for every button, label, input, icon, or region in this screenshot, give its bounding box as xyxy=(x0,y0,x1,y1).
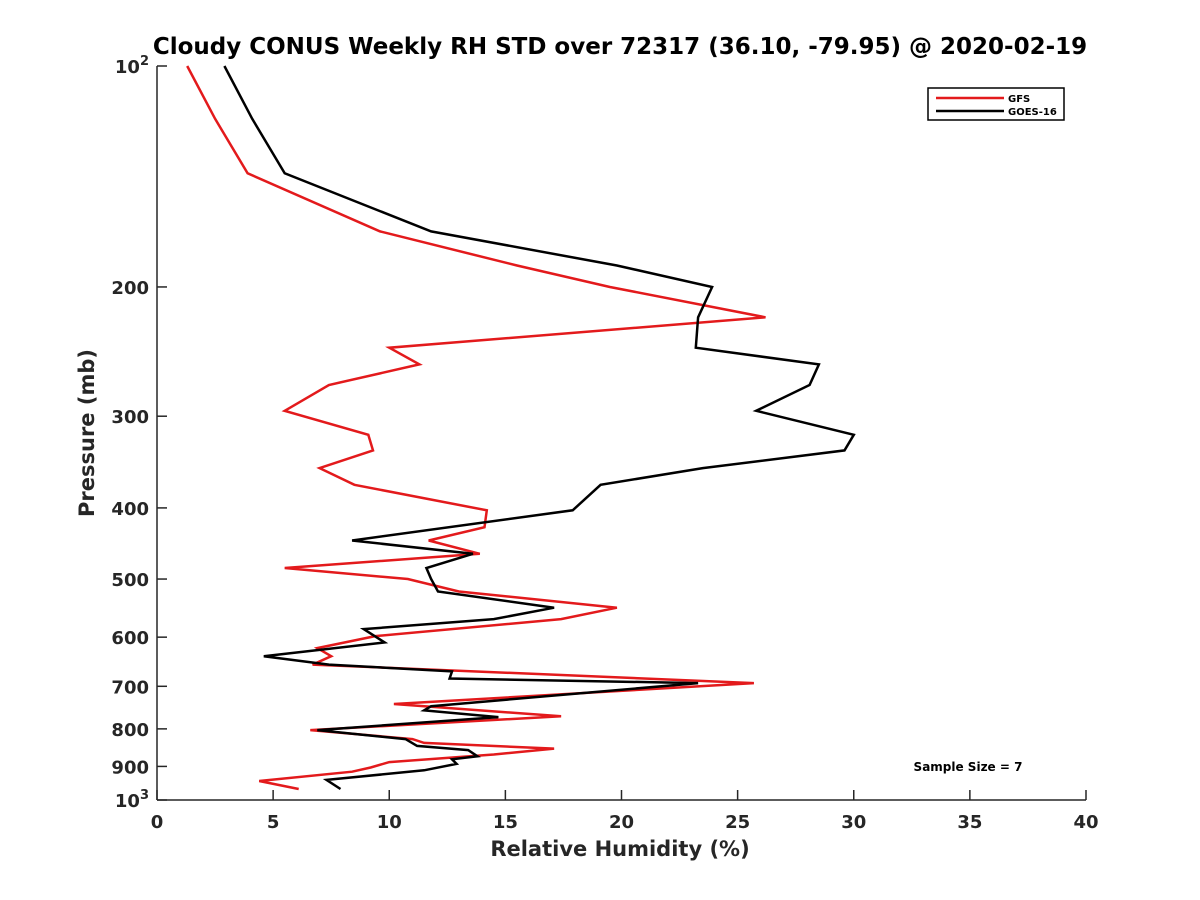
x-axis-label: Relative Humidity (%) xyxy=(490,837,749,861)
y-tick-label: 200 xyxy=(111,278,149,299)
y-axis-label: Pressure (mb) xyxy=(75,349,99,517)
x-tick-label: 20 xyxy=(609,812,634,833)
x-tick-label: 5 xyxy=(267,812,280,833)
y-tick-label: 600 xyxy=(111,628,149,649)
legend: GFS GOES-16 xyxy=(927,87,1065,121)
y-tick-label: 800 xyxy=(111,720,149,741)
y-tick-label: 700 xyxy=(111,677,149,698)
plot-area: 0 5 10 15 20 25 30 35 40 102 200 300 400 500 600 700 800… xyxy=(111,54,1098,833)
y-tick-label: 900 xyxy=(111,757,149,778)
x-tick-label: 10 xyxy=(377,812,402,833)
x-tick-label: 30 xyxy=(841,812,866,833)
x-tick-label: 40 xyxy=(1073,812,1098,833)
x-tick-label: 25 xyxy=(725,812,750,833)
legend-entry-label: GOES-16 xyxy=(1008,107,1057,118)
x-tick-label: 35 xyxy=(957,812,982,833)
series-line-gfs xyxy=(186,65,766,791)
y-tick-label: 400 xyxy=(111,499,149,520)
series-line-goes-16 xyxy=(223,65,856,791)
y-tick-label: 102 xyxy=(115,54,149,78)
x-tick-label: 0 xyxy=(151,812,164,833)
y-tick-label: 103 xyxy=(115,788,149,812)
sample-size-annotation: Sample Size = 7 xyxy=(914,760,1023,774)
legend-entry-label: GFS xyxy=(1008,94,1030,105)
y-tick-label: 300 xyxy=(111,407,149,428)
legend-box xyxy=(927,87,1065,121)
chart-title: Cloudy CONUS Weekly RH STD over 72317 (3… xyxy=(153,34,1087,60)
x-tick-label: 15 xyxy=(493,812,518,833)
y-tick-label: 500 xyxy=(111,570,149,591)
